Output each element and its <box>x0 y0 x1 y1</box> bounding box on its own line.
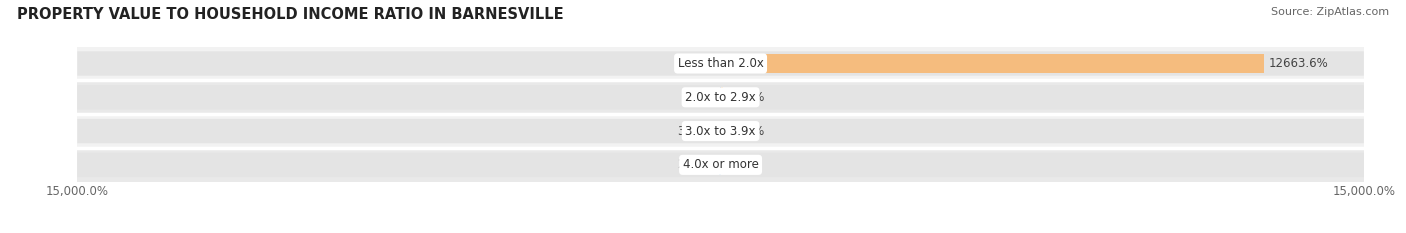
Text: 3.0x to 3.9x: 3.0x to 3.9x <box>685 125 756 137</box>
Text: 6.9%: 6.9% <box>685 91 716 104</box>
Text: 29.7%: 29.7% <box>676 158 714 171</box>
FancyBboxPatch shape <box>77 51 1364 76</box>
Text: Source: ZipAtlas.com: Source: ZipAtlas.com <box>1271 7 1389 17</box>
Bar <box>77 80 1364 114</box>
Text: 4.0x or more: 4.0x or more <box>683 158 758 171</box>
Text: 33.8%: 33.8% <box>676 125 714 137</box>
FancyBboxPatch shape <box>77 119 1364 143</box>
Text: Less than 2.0x: Less than 2.0x <box>678 57 763 70</box>
FancyBboxPatch shape <box>77 85 1364 110</box>
Text: 29.7%: 29.7% <box>676 57 714 70</box>
Bar <box>718 121 721 141</box>
Text: 2.0x to 2.9x: 2.0x to 2.9x <box>685 91 756 104</box>
Text: PROPERTY VALUE TO HOUSEHOLD INCOME RATIO IN BARNESVILLE: PROPERTY VALUE TO HOUSEHOLD INCOME RATIO… <box>17 7 564 22</box>
Text: 31.4%: 31.4% <box>727 125 765 137</box>
Bar <box>721 54 1264 73</box>
Text: 4.2%: 4.2% <box>725 158 756 171</box>
FancyBboxPatch shape <box>77 153 1364 177</box>
Bar <box>77 114 1364 148</box>
Text: 49.9%: 49.9% <box>728 91 765 104</box>
Bar <box>721 87 723 107</box>
Text: 12663.6%: 12663.6% <box>1268 57 1329 70</box>
Bar <box>77 148 1364 182</box>
Bar <box>77 47 1364 80</box>
